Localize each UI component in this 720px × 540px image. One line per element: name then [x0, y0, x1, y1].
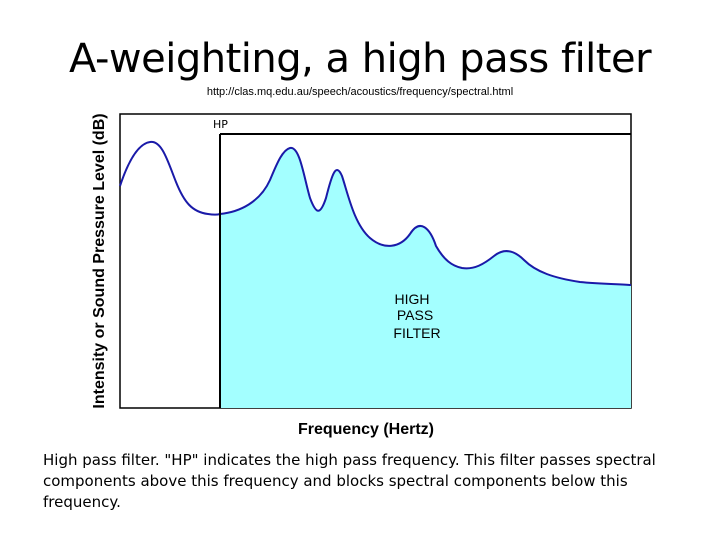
- caption: High pass filter. "HP" indicates the hig…: [43, 451, 656, 511]
- cutoff-label: HP: [213, 118, 228, 131]
- source-url: http://clas.mq.edu.au/speech/acoustics/f…: [206, 86, 514, 98]
- high-pass-filter-diagram: HP HIGH PASS FILTER Intensity or Sound P…: [80, 98, 640, 443]
- slide-title: A-weighting, a high pass filter: [68, 36, 652, 82]
- region-label-high: HIGH: [395, 291, 430, 307]
- y-axis-label: Intensity or Sound Pressure Level (dB): [91, 113, 108, 408]
- region-label-pass: PASS: [397, 307, 433, 323]
- x-axis-label: Frequency (Hertz): [298, 421, 434, 438]
- region-label-filter: FILTER: [393, 325, 440, 341]
- spectrum-curve: [119, 140, 632, 286]
- passband-region: [220, 147, 631, 408]
